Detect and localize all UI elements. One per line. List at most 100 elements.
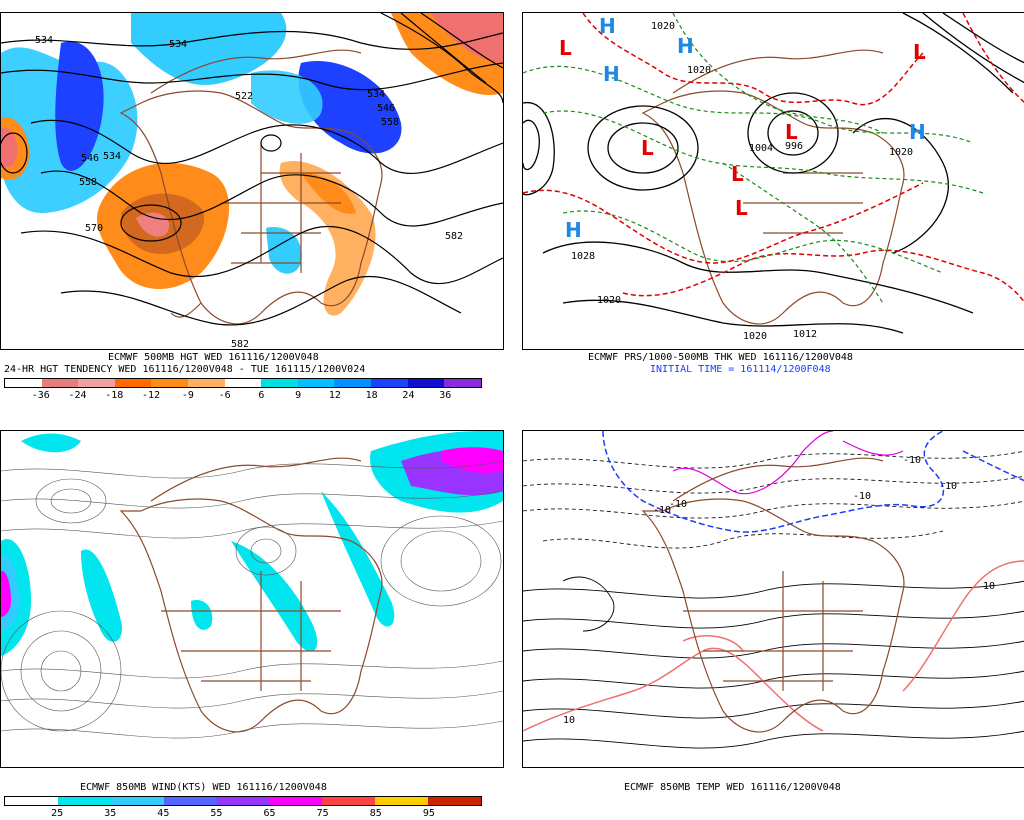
height-contour-labels: 534 534 522 534 546 558 570 582 582 534 …	[35, 35, 463, 349]
isobars	[523, 13, 1024, 334]
wind-scale-label: 45	[157, 808, 170, 819]
high-center: H	[599, 14, 616, 38]
low-center: L	[641, 136, 654, 160]
hgt-colorbar-swatch	[41, 379, 79, 387]
wind-speed-scale-labels: 25 35 45 55 65 75 85 95	[4, 808, 482, 820]
wind-colorbar-swatch	[216, 797, 270, 805]
hgt-scale-label: 36	[439, 390, 452, 401]
contour-label: 1028	[571, 251, 595, 262]
coastline	[119, 49, 383, 325]
coastline	[641, 457, 905, 733]
contour-label: 546	[81, 153, 99, 164]
wind-scale-label: 85	[369, 808, 382, 819]
map-850mb-temperature: -10 -10 -10 -10 10 10 -10	[522, 430, 1024, 768]
high-center: H	[909, 120, 926, 144]
hgt-scale-label: -24	[68, 390, 87, 401]
contour-label: 1012	[793, 329, 817, 340]
contour-label: 558	[79, 177, 97, 188]
contour-label: -10	[853, 491, 871, 502]
low-center: L	[913, 40, 926, 64]
contour-label: 1020	[743, 331, 767, 342]
hgt-colorbar-swatch	[371, 379, 408, 387]
contour-label: 534	[367, 89, 385, 100]
contour-label: 582	[445, 231, 463, 242]
contour-label: 1020	[889, 147, 913, 158]
low-center: L	[731, 162, 744, 186]
contour-label: -10	[669, 499, 687, 510]
wind-scale-label: 55	[210, 808, 223, 819]
hgt-tendency-scale-labels: -36 -24 -18 -12 -9 -6 6 9 12 18 24 36	[4, 390, 482, 402]
contour-label: 570	[85, 223, 103, 234]
contour-label: 1004	[749, 143, 773, 154]
hgt-scale-label: 24	[402, 390, 415, 401]
contour-label: 996	[785, 141, 803, 152]
coastline	[641, 49, 905, 325]
hgt-scale-label: -18	[105, 390, 124, 401]
pressure-thickness-map: L L L L L L H H H H H 1020 1020 1028 102…	[523, 13, 1024, 342]
contour-label: 546	[377, 103, 395, 114]
low-center: L	[785, 120, 798, 144]
wind-scale-label: 65	[263, 808, 276, 819]
map-500mb-height: 534 534 522 534 546 558 570 582 582 534 …	[0, 12, 504, 350]
high-center: H	[677, 34, 694, 58]
wind-colorbar-swatch	[110, 797, 164, 805]
contour-label: 534	[103, 151, 121, 162]
hgt-caption-main: ECMWF 500MB HGT WED 161116/1200V048	[108, 352, 319, 363]
contour-label: 534	[169, 39, 187, 50]
wind-scale-label: 95	[422, 808, 435, 819]
temperature-contour-labels: -10 -10 -10 -10 10 10 -10	[563, 455, 995, 726]
hgt-scale-label: -36	[31, 390, 50, 401]
minus-ten-isotherm	[602, 431, 1024, 533]
hgt-colorbar-swatch	[407, 379, 445, 387]
map-pressure-thickness: L L L L L L H H H H H 1020 1020 1028 102…	[522, 12, 1024, 350]
streamlines	[1, 460, 503, 739]
thickness-contours-red	[523, 13, 1024, 303]
height-tendency-map: 534 534 522 534 546 558 570 582 582 534 …	[1, 13, 503, 349]
contour-label: -10	[939, 481, 957, 492]
wind-colorbar-swatch	[428, 797, 482, 805]
wind-caption-main: ECMWF 850MB WIND(KTS) WED 161116/1200V04…	[80, 782, 327, 793]
temp-caption-main: ECMWF 850MB TEMP WED 161116/1200V048	[624, 782, 841, 793]
contour-label: 582	[231, 339, 249, 349]
hgt-tendency-colorbar	[4, 378, 482, 388]
plus-ten-isotherm	[523, 560, 1024, 732]
contour-label: 1020	[651, 21, 675, 32]
contour-label: 534	[35, 35, 53, 46]
height-contours	[1, 13, 503, 326]
hgt-colorbar-swatch	[334, 379, 372, 387]
contour-label: 10	[563, 715, 575, 726]
wind-colorbar-swatch	[269, 797, 323, 805]
hgt-scale-label: 18	[365, 390, 378, 401]
hgt-scale-label: -9	[181, 390, 194, 401]
wind-colorbar-swatch	[5, 797, 58, 805]
temperature-contours	[523, 576, 1024, 749]
hgt-colorbar-swatch	[78, 379, 115, 387]
temperature-contours-cold	[523, 450, 1024, 549]
panel-850mb-temperature: -10 -10 -10 -10 10 10 -10 ECMWF 850MB TE…	[522, 420, 1024, 819]
cold-isotherm-magenta	[672, 431, 904, 495]
hgt-scale-label: 12	[328, 390, 341, 401]
hgt-colorbar-swatch	[5, 379, 42, 387]
prs-caption-initial-time: INITIAL TIME = 161114/1200F048	[650, 364, 831, 375]
hgt-colorbar-swatch	[444, 379, 481, 387]
high-center: H	[565, 218, 582, 242]
contour-label: 558	[381, 117, 399, 128]
contour-label: 522	[235, 91, 253, 102]
isobar-labels: 1020 1020 1028 1020 1004 996 1012 1020 1…	[571, 21, 913, 342]
map-850mb-wind	[0, 430, 504, 768]
contour-label: -10	[903, 455, 921, 466]
hgt-scale-label: 9	[295, 390, 302, 401]
panel-pressure-thickness: L L L L L L H H H H H 1020 1020 1028 102…	[522, 0, 1024, 410]
hgt-scale-label: 6	[258, 390, 265, 401]
panel-850mb-wind: ECMWF 850MB WIND(KTS) WED 161116/1200V04…	[0, 420, 504, 820]
wind-colorbar-swatch	[163, 797, 217, 805]
thickness-contours-green	[523, 13, 984, 304]
hgt-colorbar-swatch	[188, 379, 225, 387]
wind-colorbar-swatch	[322, 797, 376, 805]
hgt-caption-tendency: 24-HR HGT TENDENCY WED 161116/1200V048 -…	[4, 364, 366, 375]
pressure-centers: L L L L L L H H H H H	[559, 14, 926, 242]
wind-speed-colorbar	[4, 796, 482, 806]
prs-caption-main: ECMWF PRS/1000-500MB THK WED 161116/1200…	[588, 352, 853, 363]
hgt-colorbar-swatch	[114, 379, 152, 387]
hgt-scale-label: -12	[142, 390, 161, 401]
